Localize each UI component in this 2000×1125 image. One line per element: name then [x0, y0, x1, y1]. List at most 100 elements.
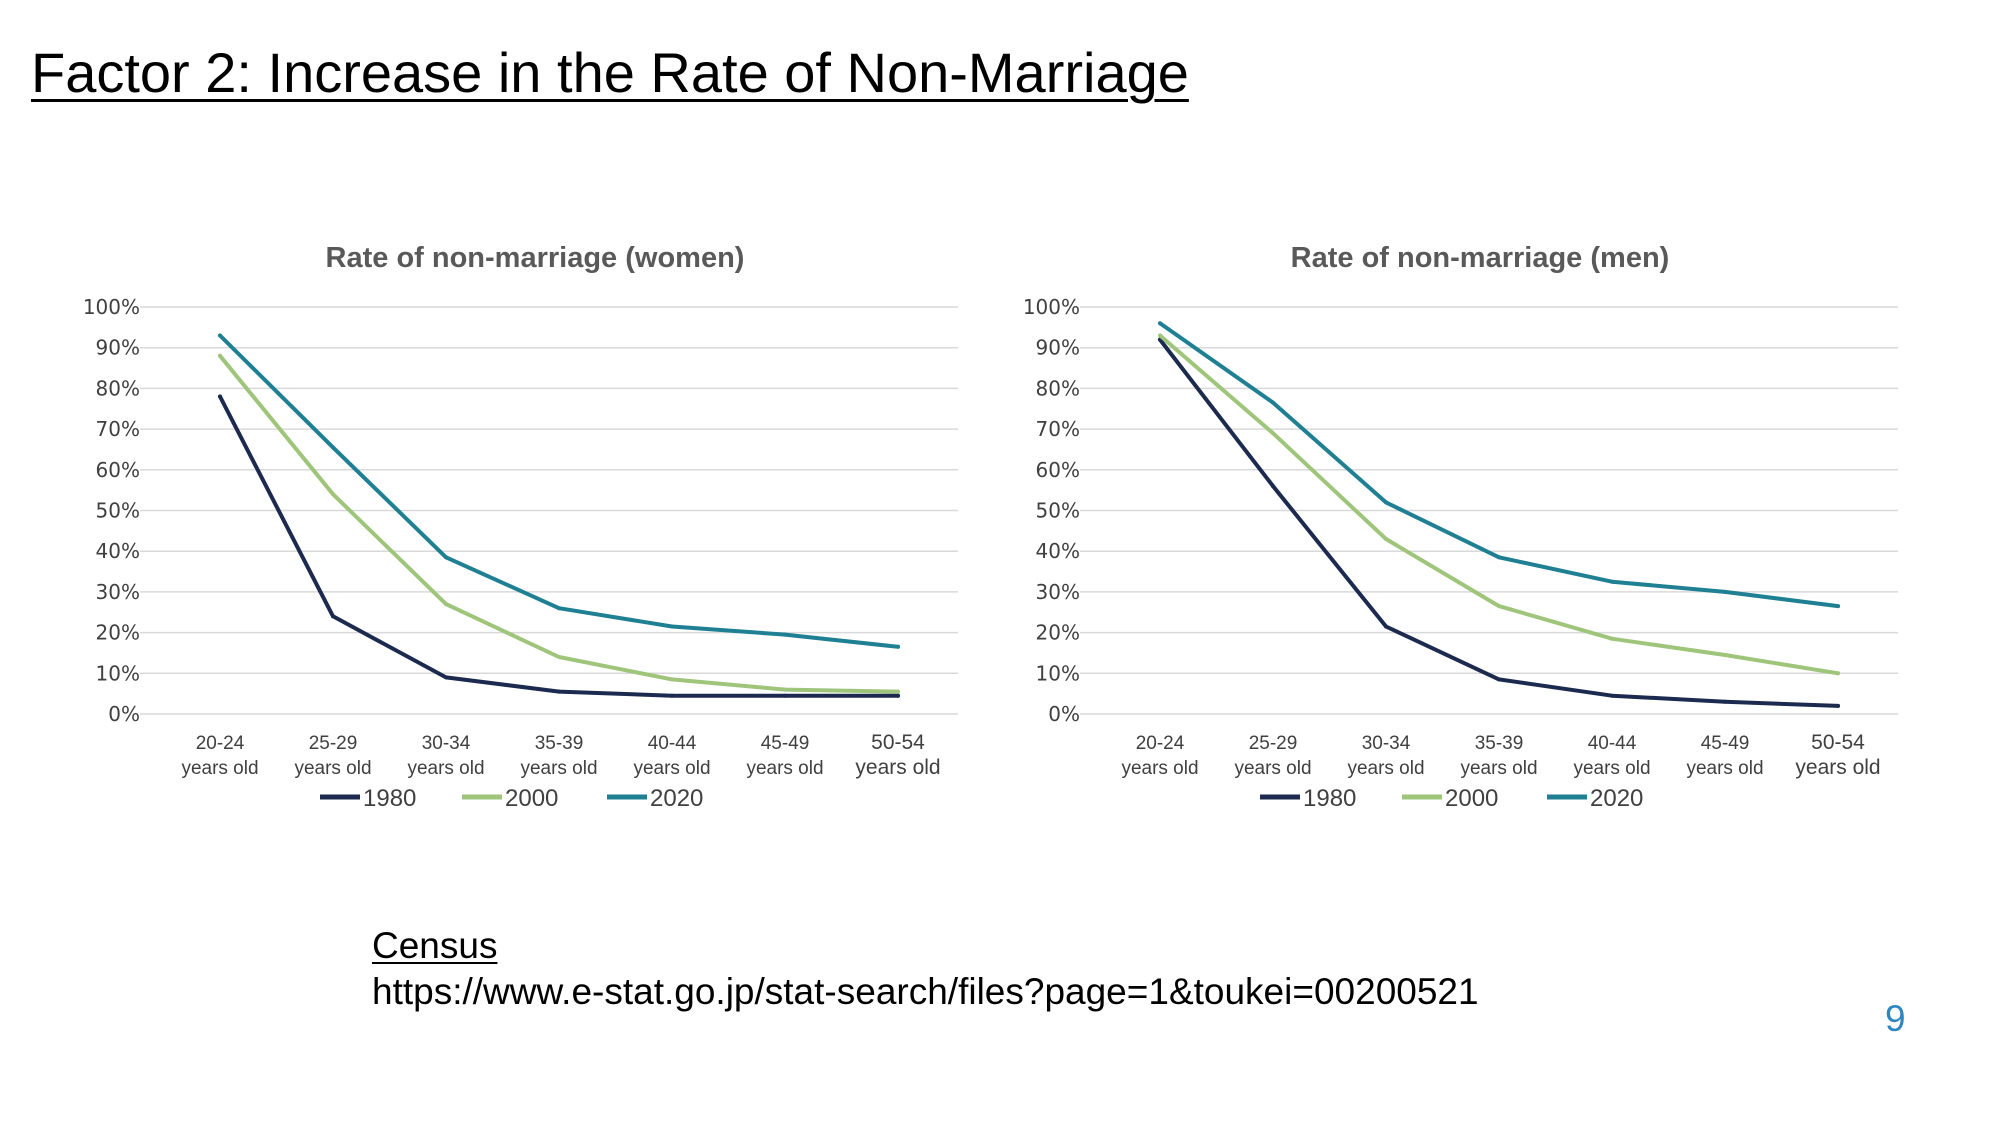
y-tick-label: 90% — [96, 336, 140, 360]
x-tick-label: years old — [633, 758, 710, 779]
data-point-1980 — [896, 693, 900, 698]
x-tick-label: years old — [855, 756, 940, 779]
chart-title: Rate of non-marriage (women) — [326, 242, 745, 274]
x-tick-label: 45-49 — [1701, 733, 1750, 754]
data-point-2020 — [670, 624, 674, 629]
data-point-1980 — [218, 394, 222, 399]
data-point-2000 — [1271, 431, 1275, 436]
legend-label-2000: 2000 — [505, 785, 558, 812]
data-point-1980 — [444, 675, 448, 680]
x-tick-label: 20-24 — [196, 733, 245, 754]
x-tick-label: 35-39 — [535, 733, 584, 754]
series-line-2020 — [218, 333, 900, 649]
chart-women: Rate of non-marriage (women) 0% 10% 20% 30%… — [83, 242, 958, 812]
x-tick-label: years old — [1573, 758, 1650, 779]
data-point-2000 — [1836, 671, 1840, 676]
data-point-1980 — [1836, 703, 1840, 708]
data-point-2000 — [783, 687, 787, 692]
y-tick-label: 40% — [1036, 539, 1080, 563]
data-point-2000 — [1384, 537, 1388, 541]
y-tick-label: 50% — [1036, 499, 1080, 523]
x-tick-label: 35-39 — [1475, 733, 1524, 754]
legend-label-1980: 1980 — [1303, 785, 1356, 812]
data-point-2020 — [218, 333, 222, 338]
series-line-1980 — [218, 394, 900, 698]
y-tick-label: 50% — [96, 499, 140, 523]
data-point-2000 — [896, 689, 900, 694]
data-point-2000 — [1723, 653, 1727, 657]
data-point-2000 — [218, 353, 222, 358]
chart-men: Rate of non-marriage (men) 0% 10% 20% 30% 40… — [1023, 242, 1898, 812]
y-tick-label: 70% — [1036, 417, 1080, 441]
data-point-1980 — [1384, 624, 1388, 629]
y-tick-label: 30% — [1036, 580, 1080, 604]
x-tick-label: years old — [1347, 758, 1424, 779]
x-tick-label: 25-29 — [309, 733, 358, 754]
x-tick-label: 50-54 — [1811, 731, 1865, 754]
data-point-2020 — [896, 644, 900, 649]
data-point-2020 — [783, 632, 787, 637]
y-tick-label: 60% — [96, 458, 140, 482]
y-tick-label: 100% — [1023, 295, 1080, 319]
y-tick-label: 0% — [1048, 702, 1080, 726]
x-tick-label: years old — [1121, 758, 1198, 779]
legend-label-2020: 2020 — [1590, 785, 1643, 812]
x-tick-label: 30-34 — [1362, 733, 1411, 754]
x-tick-label: years old — [746, 758, 823, 779]
data-point-1980 — [557, 689, 561, 694]
data-point-2000 — [1497, 604, 1501, 609]
data-point-1980 — [670, 693, 674, 698]
data-point-2020 — [1836, 604, 1840, 609]
x-tick-label: 40-44 — [648, 733, 697, 754]
data-point-2020 — [557, 606, 561, 611]
data-point-2020 — [1723, 589, 1727, 594]
x-tick-label: 20-24 — [1136, 733, 1185, 754]
data-point-2020 — [1497, 555, 1501, 560]
x-tick-label: years old — [181, 758, 258, 779]
x-tick-label: 50-54 — [871, 731, 925, 754]
data-point-2020 — [1384, 500, 1388, 505]
data-point-1980 — [1497, 677, 1501, 682]
x-tick-label: years old — [294, 758, 371, 779]
y-tick-label: 0% — [108, 702, 140, 726]
data-point-1980 — [1271, 484, 1275, 489]
data-point-1980 — [1610, 693, 1614, 698]
y-tick-label: 20% — [96, 621, 140, 645]
legend-label-2000: 2000 — [1445, 785, 1498, 812]
x-tick-label: years old — [407, 758, 484, 779]
x-tick-label: years old — [520, 758, 597, 779]
legend-label-1980: 1980 — [363, 785, 416, 812]
x-tick-label: 45-49 — [761, 733, 810, 754]
x-tick-label: 40-44 — [1588, 733, 1637, 754]
source-url[interactable]: https://www.e-stat.go.jp/stat-search/fil… — [372, 971, 1479, 1012]
data-point-2000 — [444, 602, 448, 607]
x-tick-label: years old — [1795, 756, 1880, 779]
y-tick-label: 10% — [1036, 661, 1080, 685]
data-point-2020 — [1158, 321, 1162, 326]
source-block: Census https://www.e-stat.go.jp/stat-sea… — [372, 923, 1479, 1015]
y-tick-label: 70% — [96, 417, 140, 441]
data-point-1980 — [331, 614, 335, 619]
data-point-2000 — [670, 677, 674, 682]
chart-title: Rate of non-marriage (men) — [1291, 242, 1670, 274]
data-point-1980 — [1723, 699, 1727, 704]
data-point-1980 — [783, 693, 787, 698]
y-tick-label: 80% — [96, 376, 140, 400]
series-line-2020 — [1158, 321, 1840, 609]
y-tick-label: 60% — [1036, 458, 1080, 482]
data-point-2020 — [1610, 579, 1614, 584]
data-point-2020 — [331, 445, 335, 450]
series-line-2000 — [218, 353, 900, 694]
slide-title: Factor 2: Increase in the Rate of Non-Ma… — [31, 41, 1189, 104]
page-number: 9 — [1885, 998, 1906, 1039]
data-point-2000 — [557, 655, 561, 659]
x-tick-label: 25-29 — [1249, 733, 1298, 754]
y-tick-label: 20% — [1036, 621, 1080, 645]
data-point-2000 — [1610, 636, 1614, 641]
data-point-2000 — [1158, 333, 1162, 338]
source-label: Census — [372, 925, 498, 966]
x-tick-label: years old — [1686, 758, 1763, 779]
data-point-2020 — [1271, 400, 1275, 405]
legend-label-2020: 2020 — [650, 785, 703, 812]
y-tick-label: 80% — [1036, 376, 1080, 400]
